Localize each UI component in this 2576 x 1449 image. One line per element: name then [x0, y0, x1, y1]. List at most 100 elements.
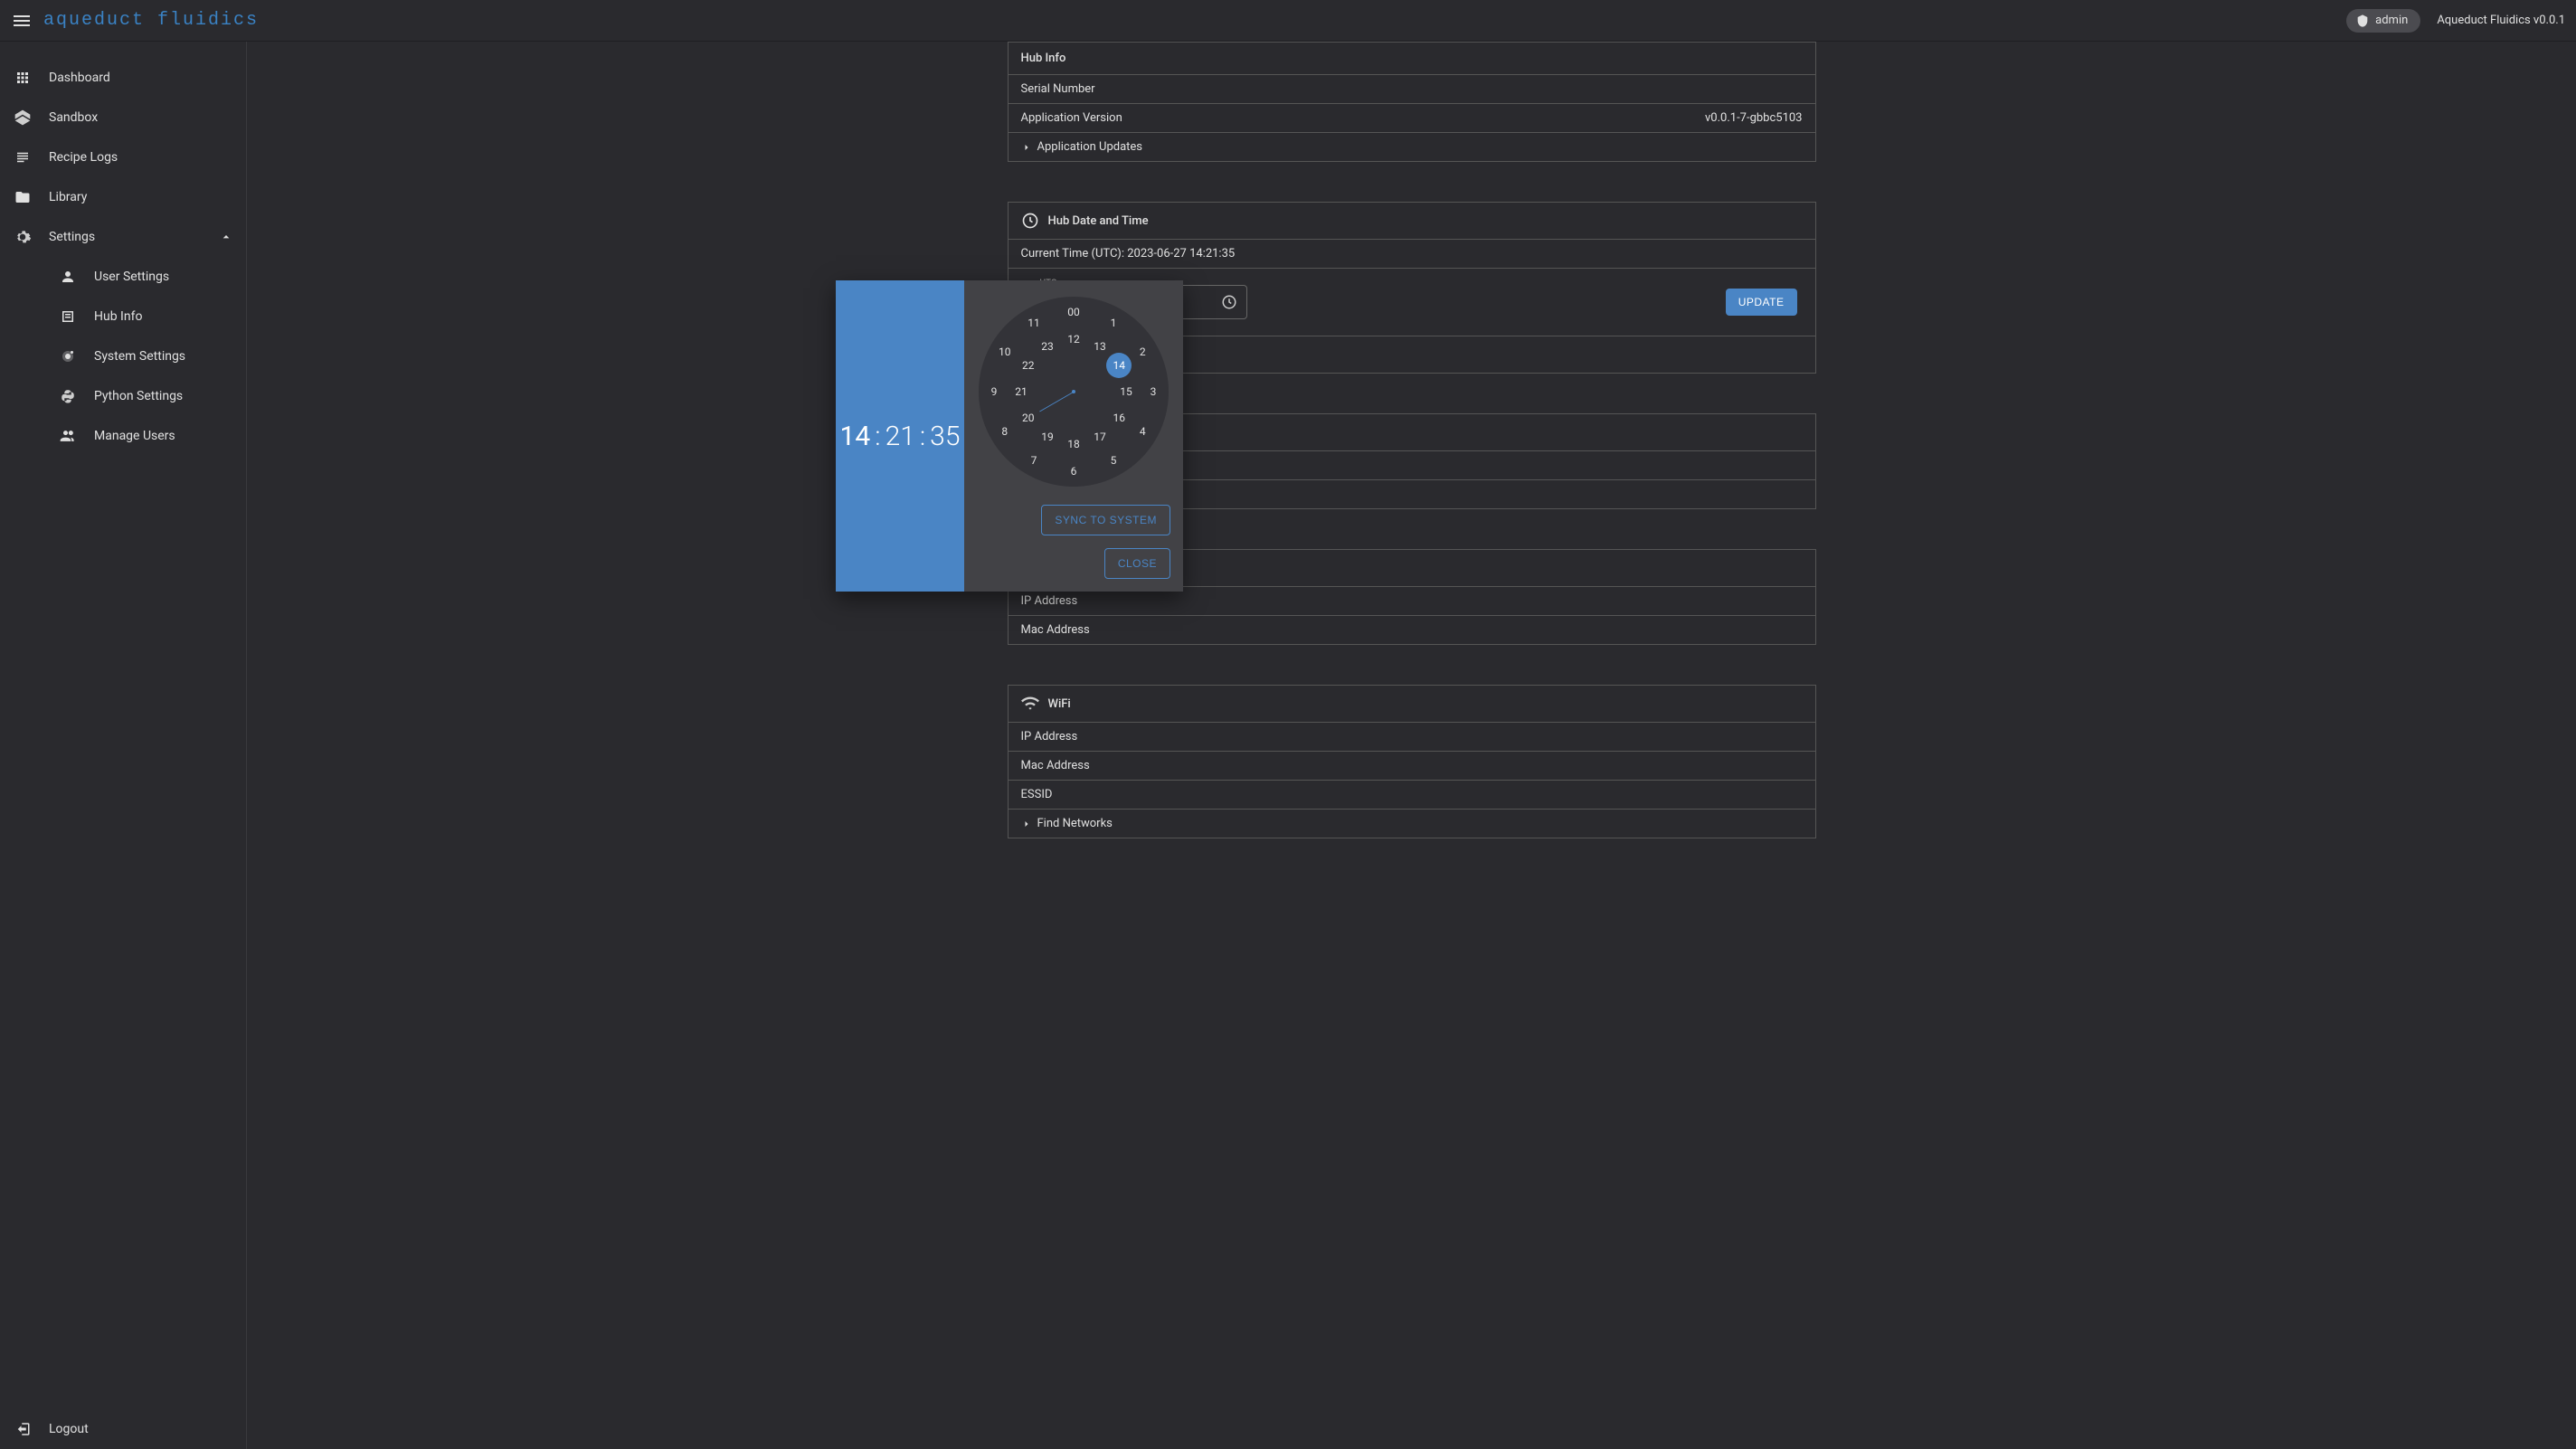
topbar: aqueduct fluidics admin Aqueduct Fluidic… — [0, 0, 2576, 42]
clock-hour-21[interactable]: 21 — [1010, 381, 1032, 402]
user-chip[interactable]: admin — [2346, 9, 2420, 33]
panel-title: Hub Date and Time — [1048, 214, 1149, 228]
row-label: Mac Address — [1021, 623, 1090, 637]
row-label: Application Version — [1021, 111, 1122, 125]
clock-face[interactable]: 001234567891011121314151617181920212223 — [979, 297, 1169, 487]
clock-hour-3[interactable]: 3 — [1142, 381, 1164, 402]
clock-hand — [1039, 392, 1075, 412]
user-chip-label: admin — [2375, 14, 2408, 27]
logout-icon — [13, 1419, 33, 1439]
clock-hour-00[interactable]: 00 — [1063, 301, 1084, 323]
sidebar-item-label: User Settings — [94, 270, 169, 284]
clock-hour-1[interactable]: 1 — [1103, 312, 1124, 334]
sidebar-item-label: Hub Info — [94, 309, 142, 324]
app-version-row: Application Version v0.0.1-7-gbbc5103 — [1009, 104, 1815, 133]
row-label: IP Address — [1021, 594, 1078, 608]
close-button[interactable]: CLOSE — [1104, 548, 1170, 579]
time-picker-display: 14 : 21 : 35 — [836, 280, 964, 592]
wifi-essid-row: ESSID — [1009, 781, 1815, 810]
clock-hour-4[interactable]: 4 — [1132, 421, 1153, 442]
sidebar-item-label: Dashboard — [49, 71, 110, 85]
hub-info-panel: Hub Info Serial Number Application Versi… — [1008, 42, 1816, 162]
update-button[interactable]: UPDATE — [1726, 289, 1797, 316]
clock-hour-6[interactable]: 6 — [1063, 460, 1084, 482]
panel-title: WiFi — [1048, 697, 1071, 711]
wifi-ip-row: IP Address — [1009, 723, 1815, 752]
clock-hour-22[interactable]: 22 — [1018, 355, 1039, 376]
clock-hour-18[interactable]: 18 — [1063, 433, 1084, 455]
current-time-row: Current Time (UTC): 2023-06-27 14:21:35 — [1009, 240, 1815, 269]
clock-icon[interactable] — [1221, 294, 1237, 310]
row-label: Serial Number — [1021, 82, 1095, 96]
chevron-right-icon — [1021, 819, 1032, 829]
chevron-up-icon — [219, 230, 233, 244]
find-networks-row[interactable]: Find Networks — [1009, 810, 1815, 838]
sidebar-item-label: Recipe Logs — [49, 150, 118, 165]
sidebar-item-dashboard[interactable]: Dashboard — [0, 58, 246, 98]
clock-hour-5[interactable]: 5 — [1103, 450, 1124, 471]
time-picker-clock-panel: 001234567891011121314151617181920212223 … — [964, 280, 1183, 592]
clock-icon — [1021, 212, 1039, 230]
sidebar-item-sandbox[interactable]: Sandbox — [0, 98, 246, 137]
system-icon — [58, 346, 78, 366]
panel-header: Hub Info — [1009, 43, 1815, 75]
wifi-panel: WiFi IP Address Mac Address ESSID Find N… — [1008, 685, 1816, 838]
clock-hour-17[interactable]: 17 — [1089, 426, 1111, 448]
sidebar-sub-user-settings[interactable]: User Settings — [0, 257, 246, 297]
row-label: Mac Address — [1021, 759, 1090, 772]
sidebar-item-library[interactable]: Library — [0, 177, 246, 217]
wifi-mac-row: Mac Address — [1009, 752, 1815, 781]
clock-hour-16[interactable]: 16 — [1108, 407, 1130, 429]
clock-hour-11[interactable]: 11 — [1023, 312, 1045, 334]
sidebar-item-recipe-logs[interactable]: Recipe Logs — [0, 137, 246, 177]
sidebar-item-logout[interactable]: Logout — [0, 1409, 246, 1449]
python-icon — [58, 386, 78, 406]
time-picker-second[interactable]: 35 — [928, 421, 961, 452]
time-picker-hour[interactable]: 14 — [838, 421, 873, 452]
apps-icon — [13, 68, 33, 88]
gear-icon — [13, 227, 33, 247]
sidebar: Dashboard Sandbox Recipe Logs Library Se… — [0, 42, 247, 1449]
panel-title: Hub Info — [1021, 52, 1066, 65]
row-value: v0.0.1-7-gbbc5103 — [1705, 111, 1803, 125]
clock-hour-2[interactable]: 2 — [1132, 341, 1153, 363]
clock-hour-9[interactable]: 9 — [983, 381, 1005, 402]
row-label: Application Updates — [1037, 140, 1143, 154]
sync-to-system-button[interactable]: SYNC TO SYSTEM — [1041, 505, 1170, 535]
panel-header: Hub Date and Time — [1009, 203, 1815, 240]
row-label: ESSID — [1021, 788, 1053, 801]
clock-hour-19[interactable]: 19 — [1037, 426, 1058, 448]
sidebar-sub-manage-users[interactable]: Manage Users — [0, 416, 246, 456]
sidebar-item-label: Sandbox — [49, 110, 98, 125]
clock-hour-14[interactable]: 14 — [1106, 353, 1132, 378]
clock-hour-23[interactable]: 23 — [1037, 336, 1058, 357]
wap-mac-row: Mac Address — [1009, 616, 1815, 644]
time-picker-popup: 14 : 21 : 35 001234567891011121314151617… — [836, 280, 1183, 592]
clock-hour-20[interactable]: 20 — [1018, 407, 1039, 429]
clock-hour-8[interactable]: 8 — [994, 421, 1016, 442]
sidebar-item-settings[interactable]: Settings — [0, 217, 246, 257]
admin-badge-icon — [2355, 14, 2370, 28]
app-version: Aqueduct Fluidics v0.0.1 — [2437, 14, 2565, 27]
panel-header: WiFi — [1009, 686, 1815, 723]
menu-toggle-button[interactable] — [11, 10, 33, 32]
row-label: Find Networks — [1037, 817, 1113, 830]
app-updates-row[interactable]: Application Updates — [1009, 133, 1815, 161]
sidebar-item-label: System Settings — [94, 349, 185, 364]
clock-hour-13[interactable]: 13 — [1089, 336, 1111, 357]
clock-hour-10[interactable]: 10 — [994, 341, 1016, 363]
sidebar-item-label: Manage Users — [94, 429, 175, 443]
hub-icon — [58, 307, 78, 327]
sidebar-sub-hub-info[interactable]: Hub Info — [0, 297, 246, 336]
clock-hour-15[interactable]: 15 — [1115, 381, 1137, 402]
time-picker-minute[interactable]: 21 — [884, 421, 917, 452]
clock-hour-12[interactable]: 12 — [1063, 328, 1084, 350]
sidebar-sub-system-settings[interactable]: System Settings — [0, 336, 246, 376]
sidebar-sub-python-settings[interactable]: Python Settings — [0, 376, 246, 416]
serial-row: Serial Number — [1009, 75, 1815, 104]
clock-hour-7[interactable]: 7 — [1023, 450, 1045, 471]
main-content: Hub Info Serial Number Application Versi… — [247, 42, 2576, 1449]
app-logo: aqueduct fluidics — [43, 10, 259, 31]
folder-icon — [13, 187, 33, 207]
current-time-label: Current Time (UTC): 2023-06-27 14:21:35 — [1021, 247, 1236, 260]
